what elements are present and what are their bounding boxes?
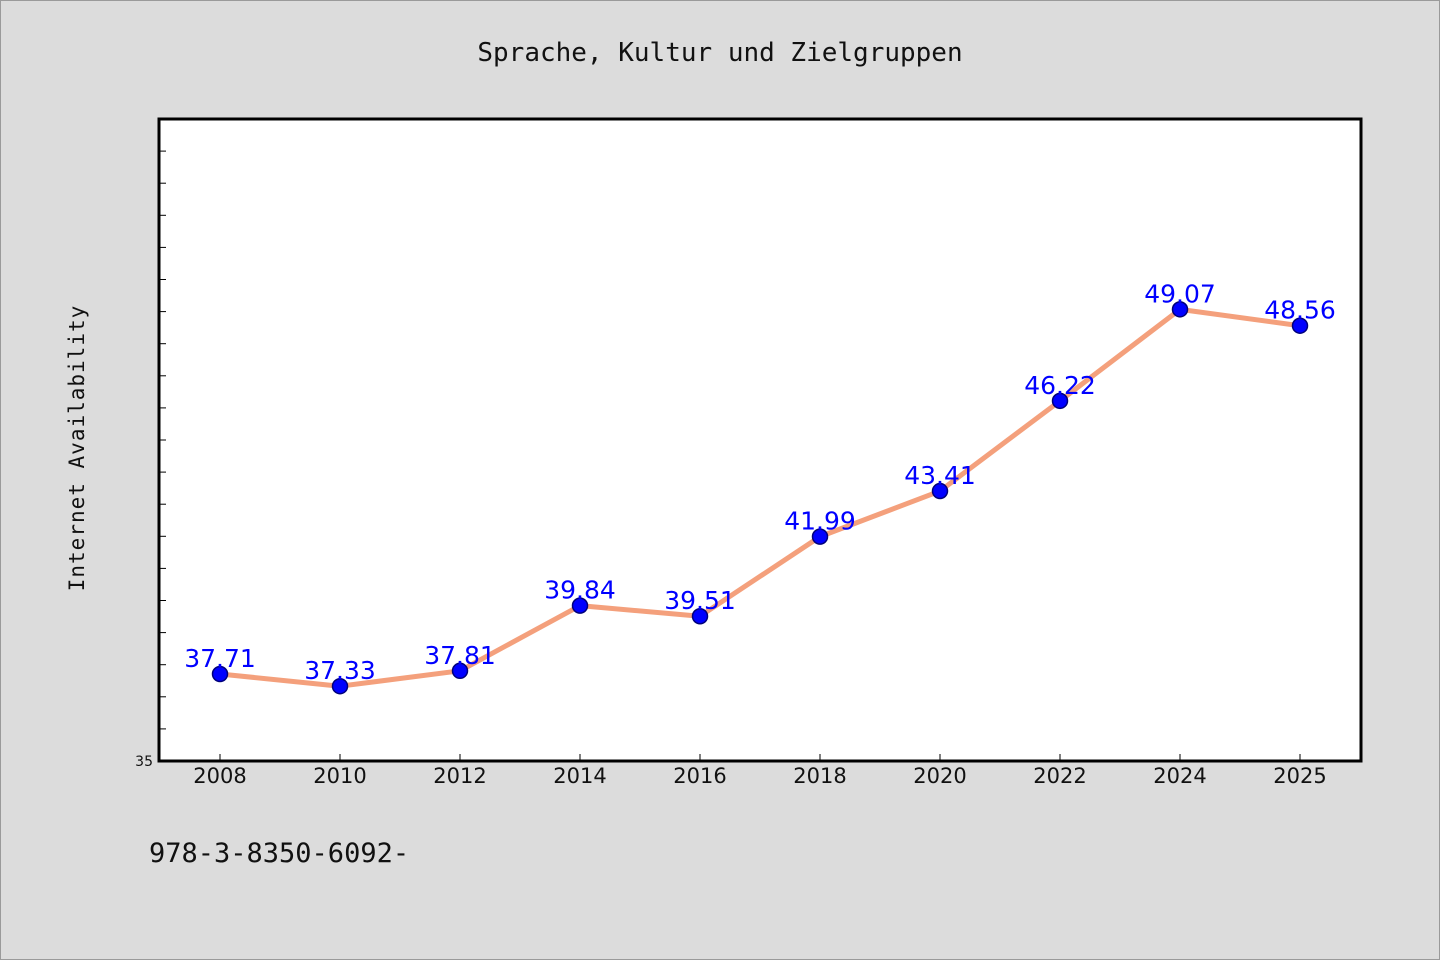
footer-isbn: 978-3-8350-6092- bbox=[149, 838, 409, 869]
chart-title: Sprache, Kultur und Zielgruppen bbox=[477, 38, 962, 68]
data-label: 37.33 bbox=[304, 656, 376, 685]
data-label: 37.81 bbox=[424, 641, 496, 670]
x-tick-label: 2008 bbox=[193, 764, 246, 788]
y-axis-ticks bbox=[159, 150, 166, 730]
y-tick-label: 35 bbox=[135, 754, 153, 770]
data-point bbox=[571, 597, 589, 614]
x-tick-label: 2016 bbox=[673, 764, 726, 788]
x-tick-label: 2024 bbox=[1153, 764, 1206, 788]
data-point bbox=[1171, 301, 1189, 318]
data-point bbox=[811, 528, 829, 545]
data-point bbox=[1051, 392, 1069, 410]
data-point bbox=[1291, 317, 1309, 334]
y-axis-label: Internet Availability bbox=[65, 305, 89, 592]
data-point bbox=[451, 662, 469, 680]
data-label: 48.56 bbox=[1264, 296, 1336, 325]
data-label: 37.71 bbox=[184, 644, 256, 673]
series-layer: 37.71 37.33 37.81 39.84 39.51 41.99 43.41 46.22… bbox=[184, 279, 1336, 695]
series-line bbox=[217, 306, 1303, 689]
data-point bbox=[691, 607, 709, 625]
y-axis-labels: 35 bbox=[135, 754, 153, 770]
data-point bbox=[211, 665, 229, 683]
x-axis: 2008 2010 2012 2014 2016 2018 2020 2022 2024 2025 bbox=[193, 754, 1327, 788]
x-tick-label: 2020 bbox=[913, 764, 966, 788]
x-tick-label: 2022 bbox=[1033, 764, 1086, 788]
x-tick-label: 2014 bbox=[553, 764, 606, 788]
data-point bbox=[931, 482, 949, 500]
x-tick-label: 2010 bbox=[313, 764, 366, 788]
x-tick-label: 2012 bbox=[433, 764, 486, 788]
plot-area bbox=[157, 117, 1363, 763]
data-point bbox=[331, 677, 349, 695]
data-label: 46.22 bbox=[1024, 371, 1096, 400]
x-tick-label: 2025 bbox=[1273, 764, 1326, 788]
data-label: 43.41 bbox=[904, 461, 976, 490]
x-tick-label: 2018 bbox=[793, 764, 846, 788]
data-label: 41.99 bbox=[784, 507, 856, 536]
data-label: 49.07 bbox=[1144, 279, 1216, 308]
data-label: 39.51 bbox=[664, 586, 736, 615]
data-label: 39.84 bbox=[544, 576, 616, 605]
